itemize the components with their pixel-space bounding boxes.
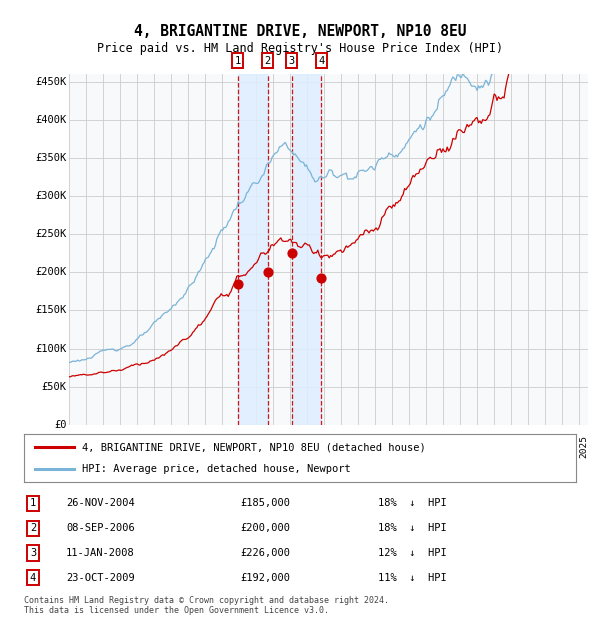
Text: £150K: £150K bbox=[35, 306, 67, 316]
Text: 1999: 1999 bbox=[137, 435, 146, 458]
Text: 2012: 2012 bbox=[358, 435, 367, 458]
Text: £300K: £300K bbox=[35, 191, 67, 202]
Text: 2024: 2024 bbox=[562, 435, 571, 458]
Text: £185,000: £185,000 bbox=[240, 498, 290, 508]
Text: 2022: 2022 bbox=[529, 435, 538, 458]
Text: 2017: 2017 bbox=[443, 435, 452, 458]
Text: £250K: £250K bbox=[35, 229, 67, 239]
Text: 2023: 2023 bbox=[545, 435, 554, 458]
Text: 1995: 1995 bbox=[69, 435, 78, 458]
Text: 2010: 2010 bbox=[324, 435, 333, 458]
Text: 2002: 2002 bbox=[188, 435, 197, 458]
Point bbox=[233, 279, 242, 289]
Text: £192,000: £192,000 bbox=[240, 573, 290, 583]
Text: £50K: £50K bbox=[41, 382, 67, 392]
Text: 2001: 2001 bbox=[171, 435, 180, 458]
Text: 2013: 2013 bbox=[375, 435, 384, 458]
Text: 08-SEP-2006: 08-SEP-2006 bbox=[66, 523, 135, 533]
Text: 2019: 2019 bbox=[478, 435, 487, 458]
Point bbox=[287, 247, 296, 257]
Text: 2008: 2008 bbox=[290, 435, 299, 458]
Text: 3: 3 bbox=[289, 56, 295, 66]
Text: 2021: 2021 bbox=[511, 435, 520, 458]
Text: 2004: 2004 bbox=[222, 435, 231, 458]
Point bbox=[263, 267, 272, 277]
Text: HPI: Average price, detached house, Newport: HPI: Average price, detached house, Newp… bbox=[82, 464, 351, 474]
Text: 18%  ↓  HPI: 18% ↓ HPI bbox=[378, 523, 447, 533]
Text: 12%  ↓  HPI: 12% ↓ HPI bbox=[378, 548, 447, 558]
Text: 2014: 2014 bbox=[392, 435, 401, 458]
Text: 2: 2 bbox=[265, 56, 271, 66]
Bar bbox=[238, 74, 268, 425]
Text: £200K: £200K bbox=[35, 267, 67, 277]
Point bbox=[317, 273, 326, 283]
Text: 23-OCT-2009: 23-OCT-2009 bbox=[66, 573, 135, 583]
Text: 2020: 2020 bbox=[494, 435, 503, 458]
Text: 2: 2 bbox=[30, 523, 36, 533]
Text: 2016: 2016 bbox=[427, 435, 436, 458]
Bar bbox=[292, 74, 322, 425]
Text: 3: 3 bbox=[30, 548, 36, 558]
Text: 2005: 2005 bbox=[239, 435, 248, 458]
Text: 1: 1 bbox=[30, 498, 36, 508]
Text: £400K: £400K bbox=[35, 115, 67, 125]
Text: 2011: 2011 bbox=[341, 435, 350, 458]
Text: 1: 1 bbox=[235, 56, 241, 66]
Text: 4: 4 bbox=[318, 56, 325, 66]
Text: 2009: 2009 bbox=[307, 435, 316, 458]
Text: 26-NOV-2004: 26-NOV-2004 bbox=[66, 498, 135, 508]
Text: 2007: 2007 bbox=[273, 435, 282, 458]
Text: £350K: £350K bbox=[35, 153, 67, 163]
Text: 18%  ↓  HPI: 18% ↓ HPI bbox=[378, 498, 447, 508]
Text: Price paid vs. HM Land Registry's House Price Index (HPI): Price paid vs. HM Land Registry's House … bbox=[97, 42, 503, 55]
Text: 2003: 2003 bbox=[205, 435, 214, 458]
Text: 4: 4 bbox=[30, 573, 36, 583]
Text: 2015: 2015 bbox=[409, 435, 418, 458]
Text: 1998: 1998 bbox=[120, 435, 129, 458]
Text: 1997: 1997 bbox=[103, 435, 112, 458]
Text: £450K: £450K bbox=[35, 77, 67, 87]
Text: £0: £0 bbox=[54, 420, 67, 430]
Text: £200,000: £200,000 bbox=[240, 523, 290, 533]
Text: 11-JAN-2008: 11-JAN-2008 bbox=[66, 548, 135, 558]
Text: 2000: 2000 bbox=[154, 435, 163, 458]
Text: Contains HM Land Registry data © Crown copyright and database right 2024.
This d: Contains HM Land Registry data © Crown c… bbox=[24, 596, 389, 615]
Text: £100K: £100K bbox=[35, 343, 67, 353]
Text: 4, BRIGANTINE DRIVE, NEWPORT, NP10 8EU (detached house): 4, BRIGANTINE DRIVE, NEWPORT, NP10 8EU (… bbox=[82, 442, 426, 452]
Text: £226,000: £226,000 bbox=[240, 548, 290, 558]
Text: 11%  ↓  HPI: 11% ↓ HPI bbox=[378, 573, 447, 583]
Text: 2018: 2018 bbox=[460, 435, 469, 458]
Text: 4, BRIGANTINE DRIVE, NEWPORT, NP10 8EU: 4, BRIGANTINE DRIVE, NEWPORT, NP10 8EU bbox=[134, 24, 466, 38]
Text: 2025: 2025 bbox=[580, 435, 589, 458]
Text: 2006: 2006 bbox=[256, 435, 265, 458]
Text: 1996: 1996 bbox=[86, 435, 95, 458]
